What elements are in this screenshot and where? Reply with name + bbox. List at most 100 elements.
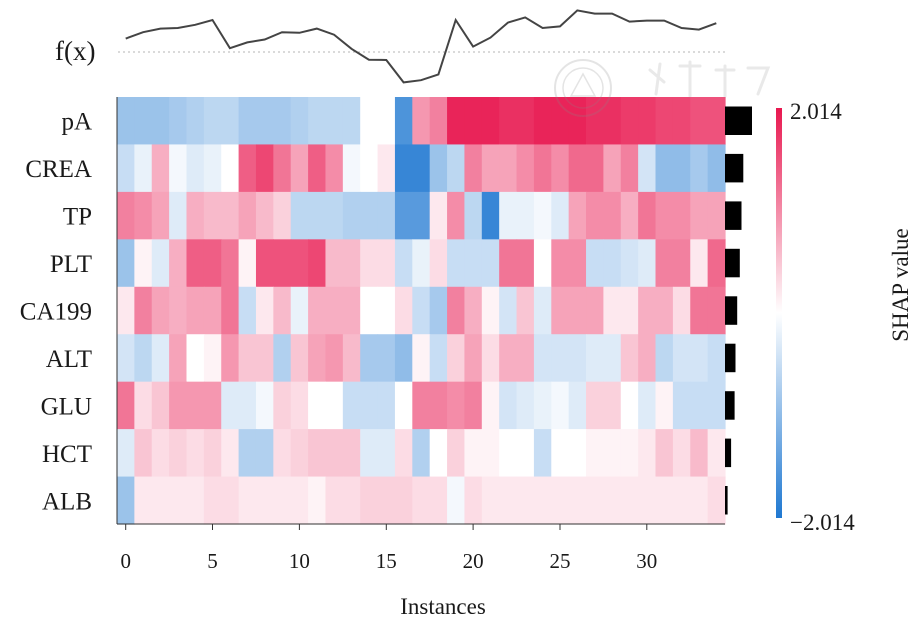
heatmap-cell <box>325 191 344 240</box>
heatmap-cell <box>134 381 153 430</box>
heatmap-cell <box>186 334 205 383</box>
heatmap-cell <box>481 476 500 525</box>
heatmap-cell <box>221 97 240 146</box>
heatmap-cell <box>169 429 188 478</box>
heatmap-cell <box>568 476 587 525</box>
heatmap-cell <box>481 334 500 383</box>
heatmap-cell <box>377 97 396 146</box>
heatmap-cell <box>273 476 292 525</box>
heatmap-cell <box>169 286 188 335</box>
heatmap-cell <box>203 381 222 430</box>
heatmap-cell <box>117 429 135 478</box>
heatmap-cell <box>707 97 726 146</box>
heatmap-cell <box>551 191 570 240</box>
heatmap-cell <box>377 286 396 335</box>
heatmap-cell <box>533 191 552 240</box>
colorbar-min-label: −2.014 <box>790 510 855 535</box>
heatmap-cell <box>672 429 691 478</box>
heatmap-cell <box>429 381 448 430</box>
heatmap-cell <box>290 144 309 193</box>
heatmap-cell <box>151 334 170 383</box>
heatmap-cell <box>655 286 674 335</box>
heatmap-cell <box>638 429 657 478</box>
heatmap-cell <box>481 144 500 193</box>
heatmap-cell <box>151 144 170 193</box>
x-tick-label: 30 <box>636 549 657 573</box>
heatmap-cell <box>360 429 379 478</box>
heatmap-cell <box>394 476 413 525</box>
heatmap-cell <box>568 97 587 146</box>
heatmap-cell <box>308 429 327 478</box>
heatmap-cell <box>655 144 674 193</box>
heatmap-cell <box>273 381 292 430</box>
heatmap-cell <box>638 381 657 430</box>
x-tick-label: 0 <box>120 549 131 573</box>
heatmap-cell <box>221 381 240 430</box>
heatmap-cell <box>255 381 274 430</box>
heatmap-cell <box>377 191 396 240</box>
heatmap-cell <box>586 144 604 193</box>
heatmap-cell <box>603 476 622 525</box>
heatmap-cell <box>151 381 170 430</box>
heatmap-cell <box>655 476 674 525</box>
heatmap-cell <box>707 144 726 193</box>
heatmap-cell <box>186 476 205 525</box>
heatmap-cell <box>186 144 205 193</box>
heatmap-cell <box>603 191 622 240</box>
heatmap-cell <box>620 239 639 288</box>
heatmap-cell <box>429 429 448 478</box>
heatmap-cell <box>290 239 309 288</box>
heatmap-cell <box>151 191 170 240</box>
heatmap-cell <box>481 381 500 430</box>
importance-bar <box>725 296 738 325</box>
heatmap-cell <box>325 144 344 193</box>
x-axis-label: Instances <box>400 594 486 619</box>
heatmap-cell <box>203 429 222 478</box>
heatmap-cell <box>638 476 657 525</box>
x-tick-label: 20 <box>463 549 484 573</box>
heatmap-cell <box>134 191 153 240</box>
heatmap-cell <box>690 334 709 383</box>
feature-label: ALB <box>42 488 92 515</box>
x-ticks: 0 5 10 15 20 25 30 <box>120 524 657 573</box>
heatmap-cell <box>377 381 396 430</box>
heatmap-cell <box>117 286 135 335</box>
heatmap-cell <box>308 381 327 430</box>
heatmap-cell <box>412 239 431 288</box>
heatmap-cell <box>655 334 674 383</box>
importance-bar <box>725 391 735 420</box>
heatmap-cell <box>516 97 535 146</box>
heatmap-cell <box>151 239 170 288</box>
heatmap-cell <box>447 334 466 383</box>
feature-label: PLT <box>50 251 92 278</box>
heatmap-cell <box>603 381 622 430</box>
importance-bars <box>725 106 752 515</box>
heatmap-cell <box>290 381 309 430</box>
x-tick-label: 25 <box>550 549 571 573</box>
heatmap-cell <box>620 286 639 335</box>
heatmap-cell <box>586 429 604 478</box>
heatmap-cell <box>203 286 222 335</box>
heatmap-cell <box>586 381 604 430</box>
heatmap-cell <box>342 429 361 478</box>
heatmap-cell <box>412 381 431 430</box>
heatmap-cell <box>412 191 431 240</box>
heatmap-cell <box>620 429 639 478</box>
heatmap-cell <box>672 334 691 383</box>
colorbar-title: SHAP value <box>888 228 913 342</box>
heatmap-cell <box>499 334 518 383</box>
heatmap-cell <box>620 191 639 240</box>
heatmap-cell <box>325 286 344 335</box>
heatmap-cell <box>255 97 274 146</box>
importance-bar <box>725 106 752 135</box>
heatmap-cell <box>394 97 413 146</box>
heatmap-cell <box>360 381 379 430</box>
heatmap-cell <box>308 334 327 383</box>
heatmap-cell <box>499 239 518 288</box>
heatmap-cell <box>638 239 657 288</box>
heatmap-cell <box>238 429 257 478</box>
importance-bar <box>725 486 728 515</box>
feature-label: GLU <box>41 393 92 420</box>
heatmap-cell <box>290 429 309 478</box>
heatmap-cell <box>377 476 396 525</box>
